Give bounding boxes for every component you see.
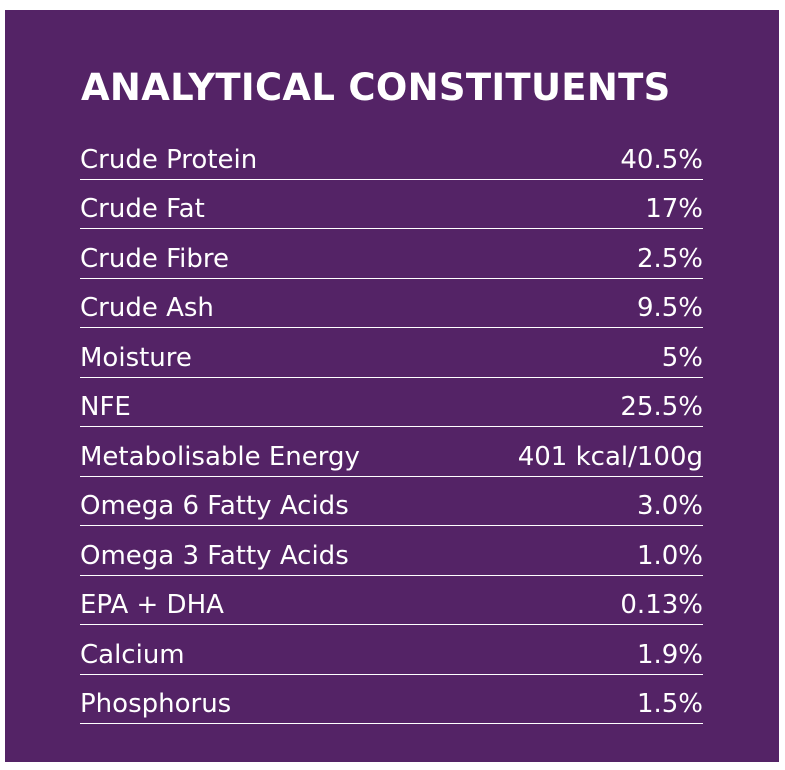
table-row: NFE 25.5% (80, 378, 703, 427)
table-row: Crude Protein 40.5% (80, 130, 703, 180)
row-value: 1.0% (636, 540, 703, 571)
row-label: Crude Fat (80, 194, 205, 224)
row-value: 5% (661, 342, 703, 373)
row-value: 25.5% (620, 392, 703, 422)
constituents-table: Crude Protein 40.5% Crude Fat 17% Crude … (80, 130, 703, 724)
row-value: 17% (645, 194, 703, 224)
table-row: Calcium 1.9% (80, 625, 703, 675)
table-row: Crude Fibre 2.5% (80, 229, 703, 279)
row-label: Crude Ash (80, 293, 214, 323)
row-value: 1.9% (636, 639, 703, 670)
row-label: Phosphorus (80, 689, 232, 719)
table-row: Crude Ash 9.5% (80, 279, 703, 328)
row-label: Metabolisable Energy (80, 441, 360, 472)
table-row: Omega 6 Fatty Acids 3.0% (80, 477, 703, 526)
table-row: EPA + DHA 0.13% (80, 576, 703, 625)
row-label: Omega 6 Fatty Acids (80, 491, 349, 521)
row-label: Crude Protein (80, 144, 258, 175)
table-row: Crude Fat 17% (80, 180, 703, 229)
row-label: NFE (80, 392, 131, 422)
analytical-constituents-panel: ANALYTICAL CONSTITUENTS Crude Protein 40… (5, 10, 779, 762)
row-value: 9.5% (636, 293, 703, 323)
row-value: 40.5% (620, 144, 703, 175)
row-label: EPA + DHA (80, 590, 224, 620)
row-label: Omega 3 Fatty Acids (80, 540, 349, 571)
row-label: Crude Fibre (80, 243, 229, 274)
row-value: 0.13% (620, 590, 703, 620)
table-row: Omega 3 Fatty Acids 1.0% (80, 526, 703, 576)
row-value: 1.5% (636, 689, 703, 719)
table-row: Metabolisable Energy 401 kcal/100g (80, 427, 703, 477)
row-label: Moisture (80, 342, 192, 373)
panel-title: ANALYTICAL CONSTITUENTS (81, 66, 671, 109)
row-label: Calcium (80, 639, 185, 670)
row-value: 401 kcal/100g (517, 441, 703, 472)
table-row: Moisture 5% (80, 328, 703, 378)
row-value: 2.5% (636, 243, 703, 274)
row-value: 3.0% (636, 491, 703, 521)
table-row: Phosphorus 1.5% (80, 675, 703, 724)
